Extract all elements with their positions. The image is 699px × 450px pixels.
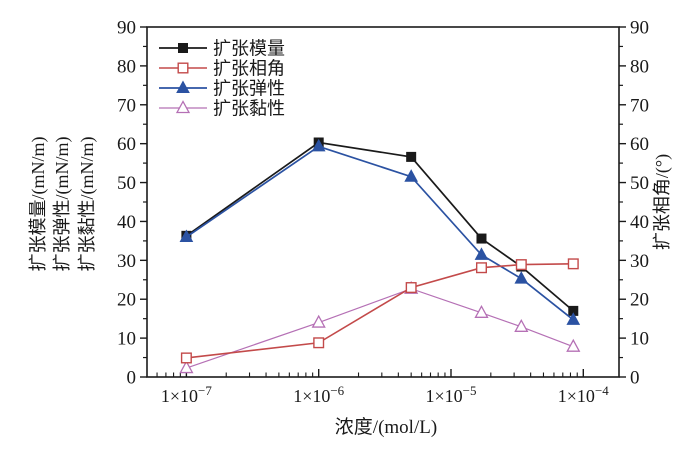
y-axis-title-left-3: 扩张黏性/(mN/m) bbox=[77, 137, 98, 272]
y-tick-label-right: 20 bbox=[630, 290, 649, 311]
x-axis-title: 浓度/(mol/L) bbox=[335, 416, 437, 438]
y-tick-label-left: 60 bbox=[117, 134, 136, 155]
x-tick-label: 1×10−6 bbox=[293, 383, 344, 406]
legend-marker-dilational-viscosity bbox=[175, 100, 191, 114]
y-tick-label-right: 70 bbox=[630, 95, 649, 116]
data-point-dilational-phase-angle bbox=[515, 259, 527, 271]
y-tick-label-right: 90 bbox=[630, 18, 649, 39]
data-point-dilational-phase-angle bbox=[475, 262, 487, 274]
y-tick-label-right: 10 bbox=[630, 329, 649, 350]
data-point-dilational-viscosity bbox=[311, 314, 326, 328]
data-point-dilational-modulus bbox=[406, 151, 417, 162]
y-tick-label-left: 0 bbox=[127, 368, 137, 389]
y-axis-title-left-1: 扩张模量/(mN/m) bbox=[28, 137, 49, 272]
y-axis-title-left-2: 扩张弹性/(mN/m) bbox=[52, 137, 73, 272]
series-line-dilational-viscosity bbox=[186, 288, 574, 369]
x-axis: 1×10−7 1×10−6 1×10−5 1×10−4 bbox=[156, 369, 609, 406]
data-point-dilational-phase-angle bbox=[313, 337, 325, 349]
y-tick-label-left: 90 bbox=[117, 18, 136, 39]
data-point-dilational-elasticity bbox=[179, 229, 194, 242]
y-axis-right: 0 10 20 30 40 50 60 70 80 90 bbox=[619, 18, 649, 389]
y-tick-label-left: 50 bbox=[117, 173, 136, 194]
data-point-dilational-phase-angle bbox=[180, 352, 192, 364]
y-tick-label-left: 20 bbox=[117, 290, 136, 311]
y-tick-label-right: 80 bbox=[630, 56, 649, 77]
legend-label-dilational-elasticity: 扩张弹性 bbox=[213, 79, 285, 99]
data-point-dilational-viscosity bbox=[474, 304, 489, 318]
y-tick-label-right: 0 bbox=[630, 368, 640, 389]
series-dilational-phase-angle bbox=[180, 258, 579, 364]
y-tick-label-left: 80 bbox=[117, 56, 136, 77]
y-tick-label-right: 60 bbox=[630, 134, 649, 155]
data-point-dilational-elasticity bbox=[404, 169, 419, 182]
y-tick-label-left: 10 bbox=[117, 329, 136, 350]
series-line-dilational-elasticity bbox=[185, 145, 574, 321]
data-point-dilational-elasticity bbox=[566, 312, 581, 325]
y-axis-left: 0 10 20 30 40 50 60 70 80 90 bbox=[117, 18, 147, 389]
legend-label-dilational-viscosity: 扩张黏性 bbox=[213, 99, 285, 119]
series-dilational-elasticity bbox=[179, 138, 581, 325]
axis-titles: 浓度/(mol/L) 扩张模量/(mN/m) 扩张弹性/(mN/m) 扩张黏性/(mN… bbox=[28, 137, 673, 439]
x-tick-label: 1×10−5 bbox=[425, 383, 476, 406]
data-point-dilational-elasticity bbox=[311, 138, 326, 152]
data-point-dilational-viscosity bbox=[514, 318, 529, 332]
data-point-dilational-elasticity bbox=[514, 271, 529, 284]
y-tick-label-right: 50 bbox=[630, 173, 649, 194]
data-point-dilational-viscosity bbox=[566, 338, 581, 352]
legend-marker-dilational-modulus bbox=[178, 43, 188, 53]
legend-label-dilational-phase-angle: 扩张相角 bbox=[213, 59, 285, 79]
legend-label-dilational-modulus: 扩张模量 bbox=[213, 39, 285, 59]
x-tick-label: 1×10−4 bbox=[558, 383, 609, 406]
y-axis-title-right: 扩张相角/(°) bbox=[652, 154, 673, 250]
series-dilational-modulus bbox=[181, 137, 579, 316]
data-point-dilational-elasticity bbox=[474, 247, 489, 260]
x-tick-label: 1×10−7 bbox=[161, 383, 212, 406]
y-tick-label-left: 40 bbox=[117, 212, 136, 233]
data-point-dilational-modulus bbox=[476, 233, 487, 244]
y-tick-label-left: 30 bbox=[117, 251, 136, 272]
y-tick-label-right: 30 bbox=[630, 251, 649, 272]
data-point-dilational-phase-angle bbox=[405, 282, 417, 294]
series-dilational-viscosity bbox=[179, 280, 581, 374]
data-point-dilational-viscosity bbox=[179, 360, 194, 374]
y-tick-label-right: 40 bbox=[630, 212, 649, 233]
legend-marker-dilational-phase-angle bbox=[177, 62, 189, 74]
data-point-dilational-phase-angle bbox=[567, 258, 579, 270]
legend-marker-dilational-elasticity bbox=[176, 80, 190, 93]
y-tick-label-left: 70 bbox=[117, 95, 136, 116]
series-line-dilational-modulus bbox=[185, 141, 574, 312]
series-line-dilational-phase-angle bbox=[186, 263, 574, 359]
